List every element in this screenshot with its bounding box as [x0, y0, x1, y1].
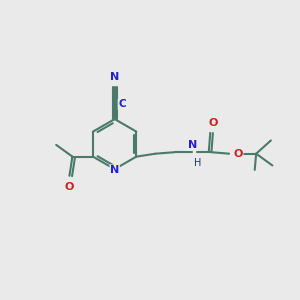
Text: N: N	[110, 165, 119, 175]
Text: N: N	[110, 72, 119, 82]
Text: O: O	[64, 182, 74, 192]
Text: N: N	[188, 140, 197, 150]
Text: O: O	[233, 149, 243, 159]
Text: O: O	[208, 118, 218, 128]
Text: H: H	[194, 158, 201, 168]
Text: C: C	[118, 99, 126, 110]
